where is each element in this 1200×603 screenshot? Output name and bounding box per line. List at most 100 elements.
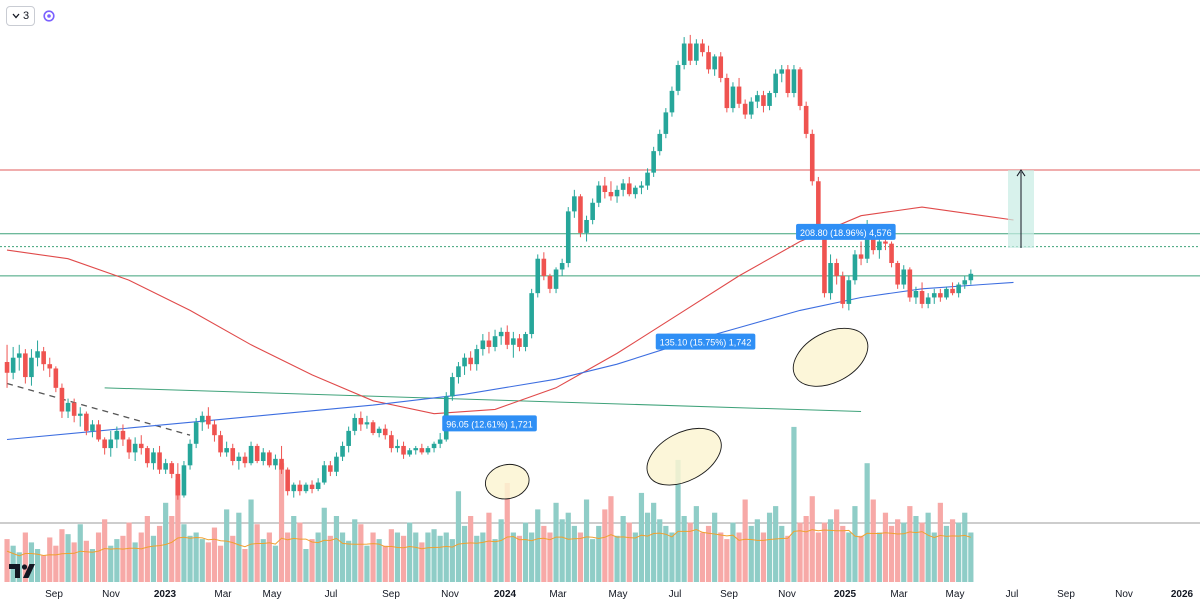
candle: [748, 97, 754, 119]
sync-icon[interactable]: [41, 8, 57, 24]
candle: [199, 411, 205, 431]
volume-bar: [931, 532, 937, 582]
candle-body: [10, 357, 16, 373]
candle: [669, 86, 675, 117]
candle: [828, 254, 833, 300]
candle-body: [614, 189, 620, 197]
volume-bar: [474, 535, 480, 582]
candle: [675, 60, 681, 96]
candle: [584, 215, 589, 242]
volume-bar: [669, 532, 675, 582]
price-range-annotations: 96.05 (12.61%) 1,721 135.10 (15.75%) 1,74…: [442, 223, 896, 432]
volume-bar: [242, 549, 248, 582]
volume-bar: [766, 512, 773, 582]
candle-body: [584, 219, 589, 233]
candle: [694, 39, 699, 66]
volume-bar: [108, 545, 114, 582]
candle: [35, 340, 40, 367]
candle-body: [187, 443, 193, 466]
volume-bar: [907, 506, 913, 582]
candle-body: [687, 43, 693, 61]
candle: [431, 441, 437, 453]
candle-body: [96, 424, 101, 440]
candle: [956, 282, 961, 298]
candle-body: [376, 428, 382, 434]
volume-bar: [144, 516, 150, 582]
volume-bar: [968, 532, 974, 582]
volume-bar: [236, 512, 242, 582]
volume-bar: [760, 532, 767, 582]
volume-bar: [571, 525, 577, 582]
candle: [602, 176, 608, 199]
candle-body: [822, 232, 827, 294]
volume-bar: [480, 532, 486, 582]
x-tick-label: 2024: [494, 589, 517, 600]
layout-dropdown[interactable]: 3: [6, 6, 36, 26]
volume-bar: [724, 539, 730, 582]
tradingview-logo-icon: [8, 562, 36, 585]
candle: [321, 461, 327, 485]
candle: [889, 241, 894, 268]
volume-bar: [65, 534, 71, 582]
volume-bar: [83, 540, 89, 582]
chart-toolbar: 3: [6, 6, 57, 26]
candle-body: [748, 101, 754, 115]
candle: [523, 331, 528, 352]
price-range-label: 208.80 (18.96%) 4,576: [796, 223, 896, 240]
highlight-ellipse: [484, 463, 530, 500]
measure-arrow-head: [1016, 169, 1026, 177]
candle: [309, 480, 315, 494]
candle-body: [65, 402, 71, 412]
candle: [761, 90, 766, 113]
candle: [785, 65, 791, 98]
price-range-label-bg: [442, 415, 537, 432]
candle: [797, 67, 803, 111]
volume-bar: [949, 519, 956, 582]
candle: [346, 426, 351, 453]
volume-bar: [95, 532, 102, 582]
volume-bar: [705, 525, 712, 582]
candle-body: [254, 445, 260, 462]
candle-body: [120, 430, 126, 440]
candle: [742, 99, 748, 119]
candle: [340, 441, 345, 462]
candle-body: [529, 293, 534, 335]
volume-bar: [449, 539, 455, 582]
volume-bar: [773, 506, 779, 582]
volume-bar: [498, 519, 504, 582]
candle: [626, 176, 632, 197]
volume-bar: [596, 525, 602, 582]
candle-body: [608, 192, 614, 197]
candle-body: [334, 456, 339, 472]
volume-bar: [895, 519, 901, 582]
volume-bar: [199, 539, 205, 582]
candle: [846, 275, 852, 311]
volume-bar: [278, 463, 285, 582]
x-tick-label: May: [946, 589, 965, 600]
candle-body: [535, 258, 541, 294]
candle-body: [315, 482, 321, 489]
candle: [181, 461, 187, 498]
candle-body: [328, 465, 333, 472]
candle: [938, 288, 943, 302]
candle-body: [401, 445, 406, 455]
candle-body: [517, 338, 522, 347]
volume-bar: [858, 535, 864, 582]
volume-bar: [486, 512, 492, 582]
volume-bar: [169, 516, 175, 582]
trendline: [6, 382, 191, 436]
candle-body: [4, 362, 10, 373]
volume-bar: [394, 532, 401, 582]
volume-bar: [681, 516, 687, 582]
candle-body: [669, 90, 675, 113]
trendline: [104, 387, 862, 413]
volume-bar: [614, 535, 620, 582]
candle: [925, 293, 931, 309]
candle-body: [919, 291, 925, 304]
candle-body: [840, 275, 846, 304]
candle: [187, 439, 193, 470]
candle-body: [474, 349, 480, 365]
moving-average-line: [6, 206, 1014, 415]
x-tick-label: Jul: [1006, 589, 1019, 600]
